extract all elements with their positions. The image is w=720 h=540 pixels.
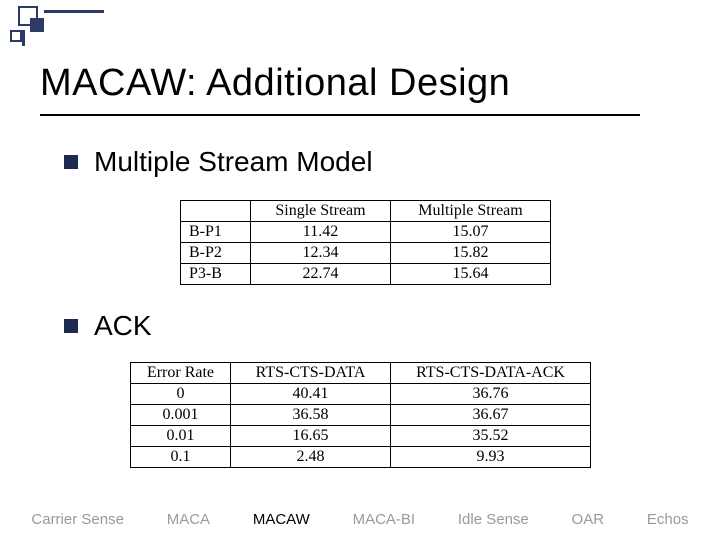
- table-col-header: RTS-CTS-DATA: [231, 363, 391, 384]
- table-cell: 9.93: [391, 447, 591, 468]
- bullet-label: ACK: [94, 310, 152, 342]
- table-cell: 15.07: [391, 222, 551, 243]
- bullet-multiple-stream: Multiple Stream Model: [64, 146, 373, 178]
- bullet-ack: ACK: [64, 310, 152, 342]
- table-cell: 36.58: [231, 405, 391, 426]
- nav-item-echos[interactable]: Echos: [647, 511, 689, 528]
- table-col-header: Multiple Stream: [391, 201, 551, 222]
- table-cell: 12.34: [251, 243, 391, 264]
- table-cell: 11.42: [251, 222, 391, 243]
- nav-item-macaw[interactable]: MACAW: [253, 511, 310, 528]
- table-col-header: Error Rate: [131, 363, 231, 384]
- nav-item-maca-bi[interactable]: MACA-BI: [353, 511, 416, 528]
- table-cell: 16.65: [231, 426, 391, 447]
- table-row-header: 0.001: [131, 405, 231, 426]
- nav-item-idle-sense[interactable]: Idle Sense: [458, 511, 529, 528]
- title-underline: [40, 114, 640, 116]
- table-ack: Error RateRTS-CTS-DATARTS-CTS-DATA-ACK04…: [130, 362, 591, 468]
- table-cell: 15.82: [391, 243, 551, 264]
- page-title: MACAW: Additional Design: [40, 62, 510, 105]
- table-row-header: 0.01: [131, 426, 231, 447]
- bullet-marker-icon: [64, 319, 78, 333]
- table-cell: 35.52: [391, 426, 591, 447]
- table-cell: 36.76: [391, 384, 591, 405]
- table-row-header: 0: [131, 384, 231, 405]
- nav-item-oar[interactable]: OAR: [572, 511, 605, 528]
- table-col-header: RTS-CTS-DATA-ACK: [391, 363, 591, 384]
- table-row-header: 0.1: [131, 447, 231, 468]
- table-row-header: P3-B: [181, 264, 251, 285]
- table-col-header: [181, 201, 251, 222]
- table-stream-model: Single StreamMultiple StreamB-P111.4215.…: [180, 200, 551, 285]
- bullet-marker-icon: [64, 155, 78, 169]
- table-row: B-P111.4215.07: [181, 222, 551, 243]
- table-cell: 15.64: [391, 264, 551, 285]
- footer-nav: Carrier Sense MACA MACAW MACA-BI Idle Sense O…: [0, 511, 720, 528]
- table-row: 0.12.489.93: [131, 447, 591, 468]
- nav-item-carrier-sense[interactable]: Carrier Sense: [31, 511, 124, 528]
- table-row: 040.4136.76: [131, 384, 591, 405]
- table-row: 0.0116.6535.52: [131, 426, 591, 447]
- table-row-header: B-P1: [181, 222, 251, 243]
- table-cell: 2.48: [231, 447, 391, 468]
- table-cell: 22.74: [251, 264, 391, 285]
- table-cell: 40.41: [231, 384, 391, 405]
- table-cell: 36.67: [391, 405, 591, 426]
- table-row: 0.00136.5836.67: [131, 405, 591, 426]
- bullet-label: Multiple Stream Model: [94, 146, 373, 178]
- table-col-header: Single Stream: [251, 201, 391, 222]
- table-row-header: B-P2: [181, 243, 251, 264]
- table-row: B-P212.3415.82: [181, 243, 551, 264]
- table-row: P3-B22.7415.64: [181, 264, 551, 285]
- nav-item-maca[interactable]: MACA: [167, 511, 210, 528]
